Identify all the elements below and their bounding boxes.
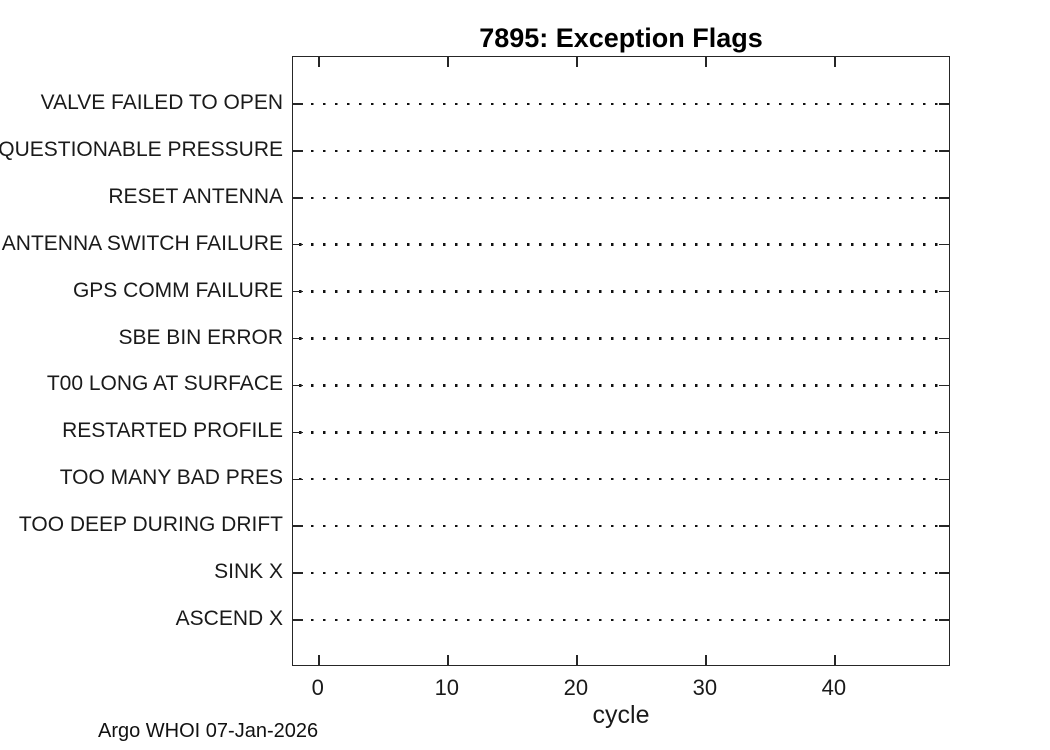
category-gridline bbox=[299, 149, 941, 153]
x-tick-mark bbox=[576, 57, 578, 67]
x-tick-mark bbox=[318, 57, 320, 67]
y-tick-label: T00 LONG AT SURFACE bbox=[46, 372, 283, 396]
y-tick-label: VALVE FAILED TO OPEN bbox=[40, 90, 283, 114]
category-gridline bbox=[299, 102, 941, 106]
x-tick-mark bbox=[447, 57, 449, 67]
category-gridline bbox=[299, 431, 941, 434]
y-tick-label: RESTARTED PROFILE bbox=[62, 419, 283, 443]
y-tick-mark bbox=[939, 478, 949, 481]
y-tick-mark bbox=[939, 384, 949, 387]
y-tick-mark bbox=[293, 384, 303, 387]
category-gridline bbox=[299, 525, 941, 528]
y-tick-label: SBE BIN ERROR bbox=[118, 325, 283, 349]
y-tick-mark bbox=[293, 572, 303, 574]
y-tick-mark bbox=[939, 525, 949, 527]
category-gridline bbox=[299, 196, 941, 199]
x-tick-mark bbox=[705, 57, 707, 67]
y-tick-mark bbox=[293, 337, 303, 340]
x-axis-title: cycle bbox=[592, 701, 650, 729]
x-tick-mark bbox=[834, 57, 836, 67]
chart-title: 7895: Exception Flags bbox=[479, 23, 763, 53]
x-tick-mark bbox=[447, 655, 449, 665]
x-tick-mark bbox=[576, 655, 578, 665]
x-tick-label: 0 bbox=[311, 675, 324, 700]
y-tick-label: SINK X bbox=[214, 560, 283, 584]
category-gridline bbox=[299, 478, 941, 481]
y-tick-mark bbox=[939, 572, 949, 574]
y-tick-label: RESET ANTENNA bbox=[108, 184, 283, 208]
y-tick-mark bbox=[939, 103, 949, 105]
category-gridline bbox=[299, 337, 941, 340]
category-gridline bbox=[299, 618, 941, 622]
y-tick-label: TOO MANY BAD PRES bbox=[59, 466, 283, 490]
y-tick-mark bbox=[293, 619, 303, 621]
category-gridline bbox=[299, 571, 941, 575]
y-tick-mark bbox=[939, 150, 949, 152]
y-tick-mark bbox=[939, 337, 949, 340]
y-tick-mark bbox=[939, 243, 949, 246]
y-tick-label: QUESTIONABLE PRESSURE bbox=[0, 137, 283, 161]
category-gridline bbox=[299, 290, 941, 293]
y-tick-mark bbox=[293, 478, 303, 481]
y-tick-mark bbox=[293, 431, 303, 434]
y-tick-mark bbox=[293, 525, 303, 527]
category-gridline bbox=[299, 384, 941, 387]
x-tick-mark bbox=[834, 655, 836, 665]
footer-annotation: Argo WHOI 07-Jan-2026 bbox=[98, 720, 319, 742]
y-tick-mark bbox=[939, 290, 949, 293]
x-tick-mark bbox=[318, 655, 320, 665]
plot-area bbox=[292, 56, 950, 666]
y-tick-mark bbox=[293, 197, 303, 199]
y-tick-mark bbox=[939, 431, 949, 434]
x-tick-label: 30 bbox=[692, 675, 718, 700]
y-tick-label: TOO DEEP DURING DRIFT bbox=[18, 513, 283, 537]
y-tick-label: GPS COMM FAILURE bbox=[72, 278, 283, 302]
y-tick-label: ASCEND X bbox=[175, 607, 283, 631]
y-tick-mark bbox=[293, 103, 303, 105]
category-gridline bbox=[299, 243, 941, 246]
y-tick-label: ANTENNA SWITCH FAILURE bbox=[1, 231, 283, 255]
y-tick-mark bbox=[939, 619, 949, 621]
y-tick-mark bbox=[939, 197, 949, 199]
x-tick-label: 20 bbox=[563, 675, 589, 700]
x-tick-mark bbox=[705, 655, 707, 665]
y-tick-mark bbox=[293, 290, 303, 293]
x-tick-label: 10 bbox=[434, 675, 460, 700]
x-tick-label: 40 bbox=[821, 675, 847, 700]
y-tick-mark bbox=[293, 243, 303, 246]
y-tick-mark bbox=[293, 150, 303, 152]
